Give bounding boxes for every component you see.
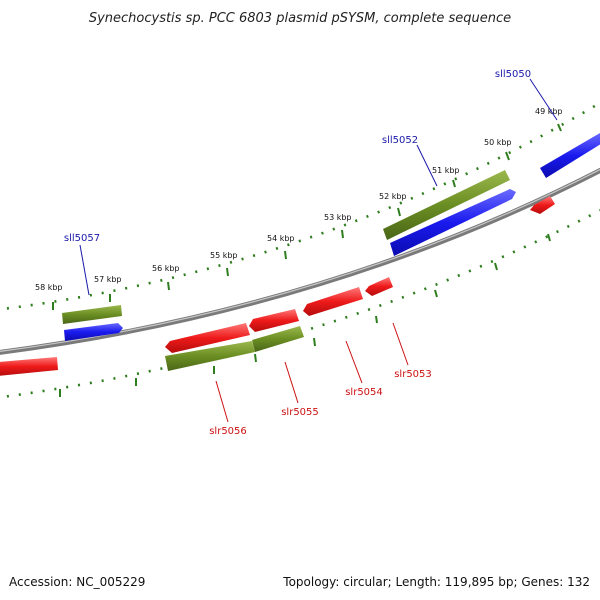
feature-sll5052-cds[interactable] xyxy=(383,170,510,240)
inner-major-ticks xyxy=(59,233,551,397)
gene-label-sll5057[interactable]: sll5057 xyxy=(64,233,100,244)
scale-label: 55 kbp xyxy=(210,251,238,260)
gene-label-sll5052[interactable]: sll5052 xyxy=(382,135,418,146)
scale-label: 54 kbp xyxy=(267,234,295,243)
feature-slr5056[interactable] xyxy=(165,323,250,353)
gene-label-sll5050[interactable]: sll5050 xyxy=(495,69,531,80)
outer-major-ticks xyxy=(52,123,562,310)
feature-sll5057[interactable] xyxy=(64,323,123,341)
feature-slr5055-cds[interactable] xyxy=(252,326,304,352)
minus-leaders xyxy=(215,322,409,423)
feature-left-edge[interactable] xyxy=(0,357,58,376)
scale-label: 52 kbp xyxy=(379,192,407,201)
feature-slr5055[interactable] xyxy=(249,309,299,332)
feature-right-small[interactable] xyxy=(530,196,555,214)
scale-label: 49 kbp xyxy=(535,107,563,116)
plus-leaders xyxy=(79,78,558,296)
scale-label: 50 kbp xyxy=(484,138,512,147)
backbone-arc-highlight xyxy=(0,168,600,352)
gene-label-slr5056[interactable]: slr5056 xyxy=(209,426,247,437)
scale-label: 57 kbp xyxy=(94,275,122,284)
accession-text: Accession: NC_005229 xyxy=(9,575,146,589)
outer-scale-ring xyxy=(0,101,600,311)
gene-label-slr5055[interactable]: slr5055 xyxy=(281,407,319,418)
scale-label: 58 kbp xyxy=(35,283,63,292)
feature-sll5057-cds[interactable] xyxy=(62,305,122,324)
feature-slr5054[interactable] xyxy=(303,287,363,316)
scale-label: 56 kbp xyxy=(152,264,180,273)
topology-summary: Topology: circular; Length: 119,895 bp; … xyxy=(283,575,590,589)
map-title: Synechocystis sp. PCC 6803 plasmid pSYSM… xyxy=(89,11,511,26)
gene-label-slr5053[interactable]: slr5053 xyxy=(394,369,432,380)
gene-label-slr5054[interactable]: slr5054 xyxy=(345,387,383,398)
scale-label: 53 kbp xyxy=(324,213,352,222)
feature-sll5052[interactable] xyxy=(390,189,516,256)
scale-label: 51 kbp xyxy=(432,166,460,175)
feature-slr5053[interactable] xyxy=(365,277,393,296)
backbone-arc xyxy=(0,167,600,355)
feature-sll5050[interactable] xyxy=(540,133,600,178)
feature-slr5056-cds[interactable] xyxy=(165,341,255,371)
